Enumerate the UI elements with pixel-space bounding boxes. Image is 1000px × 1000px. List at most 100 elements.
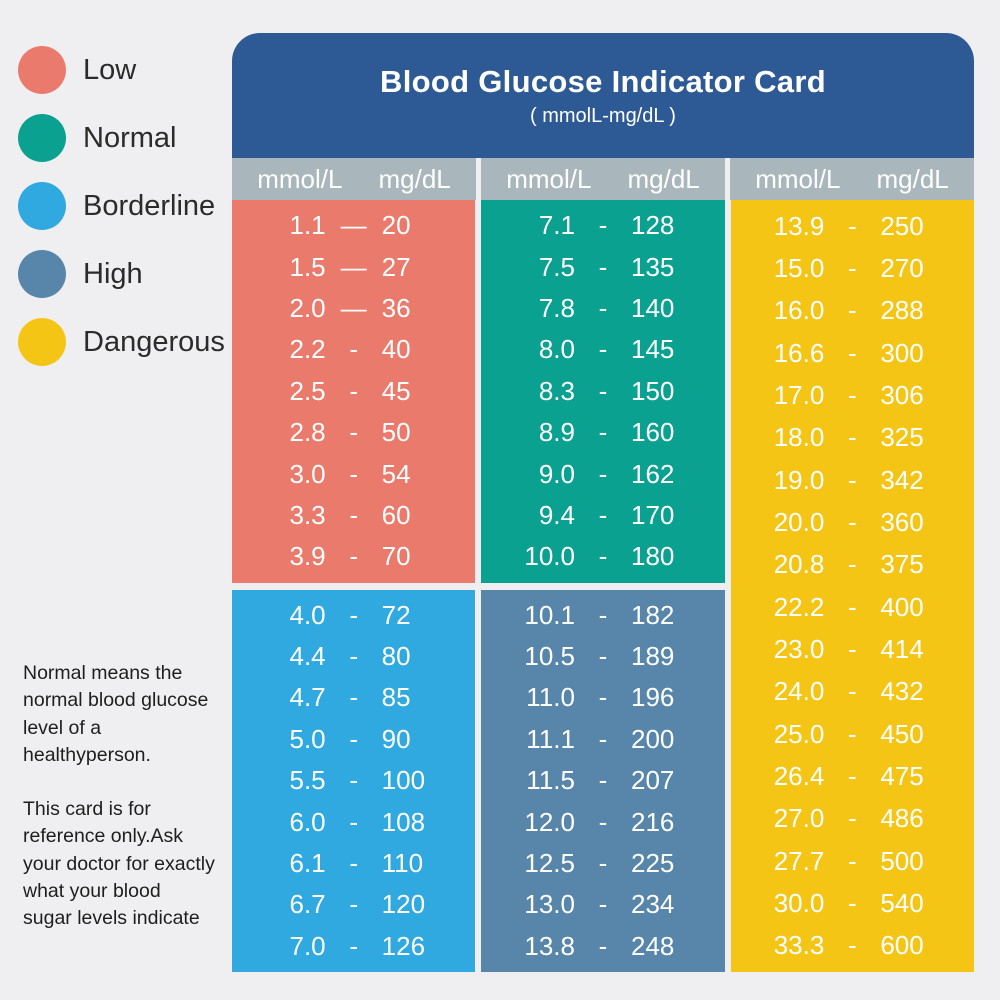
table-row: 22.2-400 — [731, 586, 974, 628]
row-separator-dash: - — [847, 506, 857, 537]
table-row: 19.0-342 — [731, 459, 974, 501]
table-row: 26.4-475 — [731, 755, 974, 797]
cell-mg: 128 — [630, 210, 675, 241]
table-row: 2.0 — 36 — [232, 288, 475, 329]
table-row: 10.0-180 — [481, 536, 724, 577]
cell-mmol: 9.4 — [538, 499, 575, 530]
legend: Low Normal Borderline High Dangerous — [18, 46, 225, 386]
row-separator-dash: - — [349, 375, 358, 406]
row-separator-dash: - — [598, 417, 608, 448]
cell-mmol: 11.5 — [526, 765, 575, 796]
cell-mmol: 13.0 — [524, 889, 575, 920]
cell-mg: 70 — [381, 541, 411, 572]
cell-mg: 135 — [630, 251, 675, 282]
cell-mg: 100 — [381, 765, 426, 796]
legend-label: Normal — [83, 121, 177, 154]
table-row: 3.9-70 — [232, 536, 475, 577]
cell-mmol: 7.8 — [538, 292, 575, 323]
table-row: 27.7-500 — [731, 840, 974, 882]
cell-mg: 72 — [381, 599, 411, 630]
cell-mmol: 11.1 — [526, 723, 575, 754]
card-header: Blood Glucose Indicator Card ( mmolL-mg/… — [232, 33, 974, 158]
cell-mmol: 4.7 — [289, 682, 326, 713]
section-low: 1.1—20 1.5—27 2.0—36 2.2-40 2.5-45 2.8-50 3.0-… — [232, 200, 476, 583]
cell-mmol: 2.5 — [289, 375, 326, 406]
row-separator-dash: - — [598, 292, 608, 323]
cell-mg: 90 — [381, 723, 411, 754]
table-row: 18.0-325 — [731, 417, 974, 459]
row-separator-dash: - — [349, 723, 358, 754]
row-separator-dash: - — [598, 599, 608, 630]
row-separator-dash: - — [598, 251, 608, 282]
cell-mmol: 7.1 — [538, 210, 575, 241]
row-separator-dash: - — [349, 848, 358, 879]
cell-mmol: 24.0 — [773, 676, 825, 707]
cell-mg: 150 — [630, 375, 675, 406]
table-row: 11.5-207 — [481, 760, 724, 801]
cell-mmol: 9.0 — [538, 458, 575, 489]
row-separator-dash: — — [340, 210, 367, 241]
cell-mmol: 6.0 — [289, 806, 326, 837]
row-separator-dash: - — [598, 375, 608, 406]
cell-mmol: 33.3 — [773, 930, 825, 961]
cell-mmol: 22.2 — [773, 591, 825, 622]
row-separator-dash: - — [847, 295, 857, 326]
row-separator-dash: - — [349, 334, 358, 365]
table-row: 9.0-162 — [481, 453, 724, 494]
table-row: 11.1-200 — [481, 719, 724, 760]
section-normal: 7.1-128 7.5-135 7.8-140 8.0-145 8.3-150 8.9-1… — [481, 200, 725, 583]
table-row: 2.2-40 — [232, 329, 475, 370]
cell-mmol: 11.0 — [526, 682, 575, 713]
mg-unit-label: mg/dL — [876, 163, 949, 194]
cell-mg: 145 — [630, 334, 675, 365]
cell-mg: 20 — [381, 210, 411, 241]
row-separator-dash: - — [349, 499, 358, 530]
cell-mg: 45 — [381, 375, 411, 406]
table-row: 5.0-90 — [232, 719, 475, 760]
row-separator-dash: - — [598, 499, 608, 530]
cell-mmol: 1.1 — [289, 210, 326, 241]
legend-item-borderline: Borderline — [18, 182, 225, 230]
cell-mg: 27 — [381, 251, 411, 282]
cell-mg: 432 — [880, 676, 924, 707]
legend-item-normal: Normal — [18, 114, 225, 162]
table-row: 7.5-135 — [481, 246, 724, 287]
cell-mg: 270 — [880, 252, 924, 283]
cell-mmol: 16.0 — [773, 295, 825, 326]
cell-mmol: 6.7 — [289, 889, 326, 920]
cell-mmol: 16.6 — [773, 337, 825, 368]
cell-mg: 180 — [630, 541, 675, 572]
cell-mmol: 20.8 — [773, 549, 825, 580]
legend-item-low: Low — [18, 46, 225, 94]
table-row: 27.0-486 — [731, 798, 974, 840]
cell-mg: 540 — [880, 887, 924, 918]
cell-mmol: 8.0 — [538, 334, 575, 365]
table-row: 13.0-234 — [481, 884, 724, 925]
row-separator-dash: - — [847, 464, 857, 495]
footnote-disclaimer: This card is for reference only.Ask your… — [23, 798, 215, 930]
table-row: 7.0-126 — [232, 926, 475, 967]
cell-mmol: 20.0 — [773, 506, 825, 537]
row-separator-dash: - — [598, 930, 608, 961]
table-row: 13.8-248 — [481, 926, 724, 967]
row-separator-dash: - — [847, 591, 857, 622]
cell-mg: 360 — [880, 506, 924, 537]
legend-label: High — [83, 257, 143, 290]
cell-mg: 400 — [880, 591, 924, 622]
cell-mmol: 5.0 — [289, 723, 326, 754]
cell-mmol: 13.8 — [524, 930, 575, 961]
cell-mg: 375 — [880, 549, 924, 580]
table-row: 17.0-306 — [731, 374, 974, 416]
row-separator-dash: - — [847, 633, 857, 664]
high-color-dot — [18, 250, 66, 298]
row-separator-dash: - — [847, 803, 857, 834]
cell-mmol: 12.5 — [524, 848, 575, 879]
mmol-unit-label: mmol/L — [506, 163, 592, 194]
mg-unit-label: mg/dL — [378, 163, 451, 194]
row-separator-dash: - — [598, 848, 608, 879]
cell-mmol: 10.5 — [524, 641, 575, 672]
table-row: 1.1 — 20 — [232, 205, 475, 246]
cell-mg: 500 — [880, 845, 924, 876]
borderline-color-dot — [18, 182, 66, 230]
